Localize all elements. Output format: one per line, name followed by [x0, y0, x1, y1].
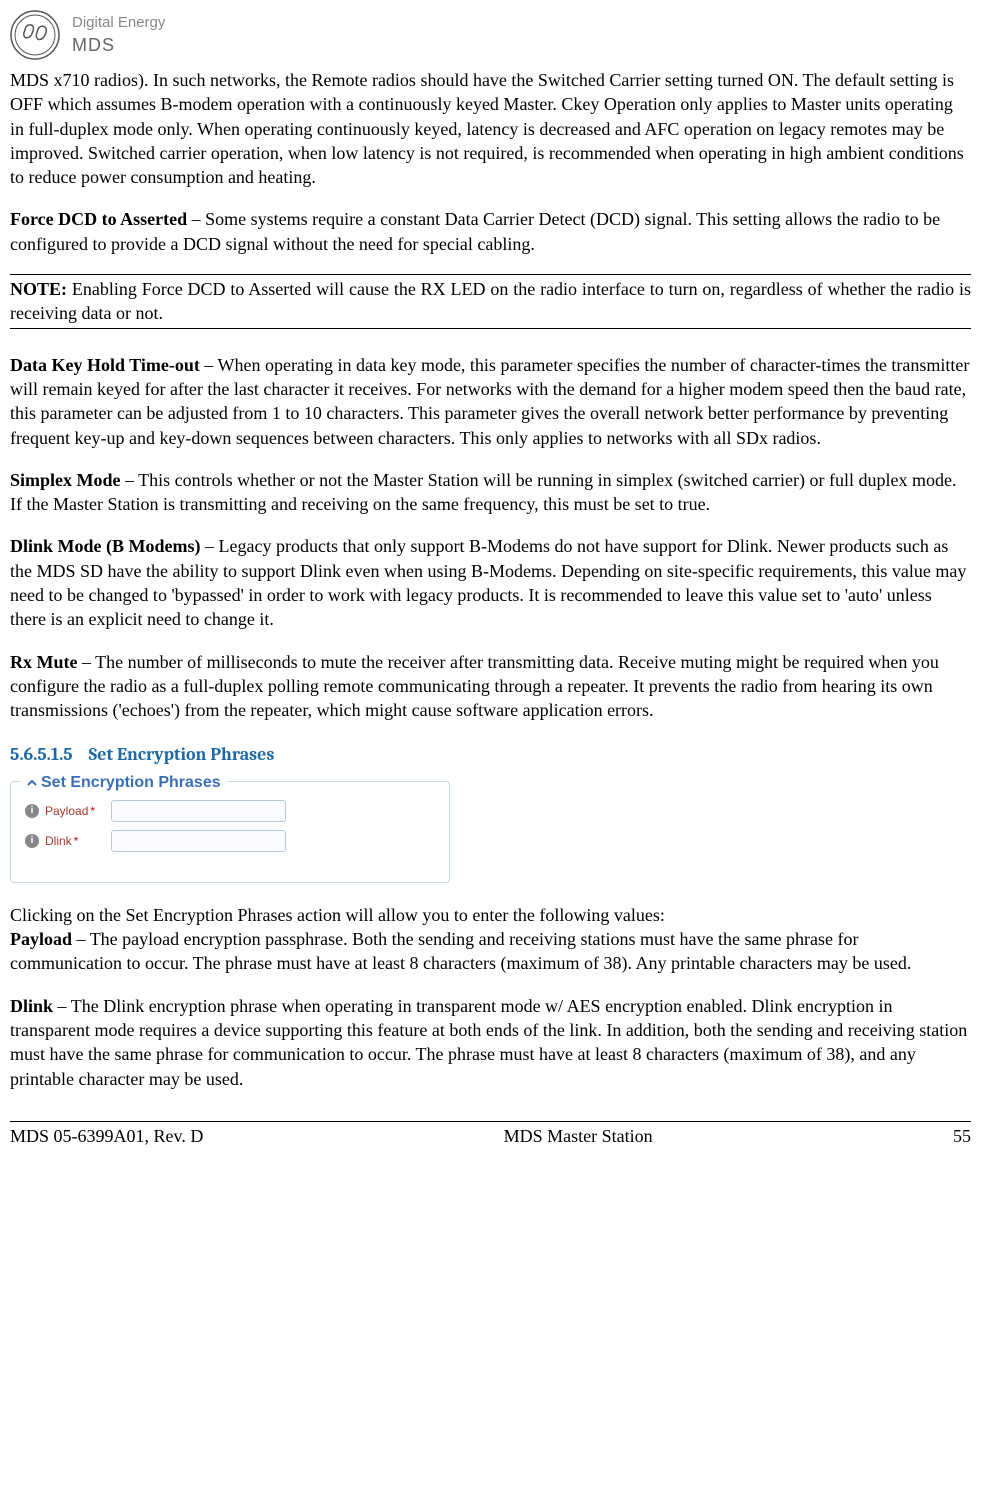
para-simplex: Simplex Mode – This controls whether or … [10, 468, 971, 517]
term-datakey: Data Key Hold Time-out [10, 355, 200, 375]
brand-line1: Digital Energy [72, 13, 165, 33]
payload-input[interactable] [111, 800, 286, 822]
text-dlink: – The Dlink encryption phrase when opera… [10, 996, 967, 1089]
collapse-chevron-icon [27, 778, 37, 788]
para-click: Clicking on the Set Encryption Phrases a… [10, 903, 971, 927]
dlink-input[interactable] [111, 830, 286, 852]
form-row-payload: i Payload* [25, 800, 435, 822]
page-footer: MDS 05-6399A01, Rev. D MDS Master Statio… [10, 1121, 971, 1148]
note-label: NOTE: [10, 279, 67, 299]
note-block: NOTE: Enabling Force DCD to Asserted wil… [10, 274, 971, 329]
para-dlink: Dlink – The Dlink encryption phrase when… [10, 994, 971, 1091]
info-icon[interactable]: i [25, 834, 39, 848]
para-datakey: Data Key Hold Time-out – When operating … [10, 353, 971, 450]
brand-line2: MDS [72, 33, 165, 57]
form-label-payload: Payload* [45, 803, 105, 819]
section-number: 5.6.5.1.5 [10, 744, 73, 765]
para-force-dcd: Force DCD to Asserted – Some systems req… [10, 207, 971, 256]
note-text: Enabling Force DCD to Asserted will caus… [10, 279, 971, 323]
required-star: * [74, 834, 79, 848]
term-simplex: Simplex Mode [10, 470, 121, 490]
text-simplex: – This controls whether or not the Maste… [10, 470, 957, 514]
label-text: Dlink [45, 834, 72, 848]
section-title: Set Encryption Phrases [89, 744, 275, 765]
term-rxmute: Rx Mute [10, 652, 77, 672]
label-text: Payload [45, 804, 88, 818]
section-heading: 5.6.5.1.5 Set Encryption Phrases [10, 743, 971, 767]
form-label-dlink: Dlink* [45, 833, 105, 849]
brand-text-block: Digital Energy MDS [72, 13, 165, 58]
ge-logo-icon [10, 10, 60, 60]
para-intro: MDS x710 radios). In such networks, the … [10, 68, 971, 189]
legend-text: Set Encryption Phrases [41, 772, 221, 794]
para-payload: Payload – The payload encryption passphr… [10, 927, 971, 976]
info-icon[interactable]: i [25, 804, 39, 818]
footer-center: MDS Master Station [504, 1124, 653, 1148]
required-star: * [90, 804, 95, 818]
footer-right: 55 [953, 1124, 971, 1148]
brand-header: Digital Energy MDS [10, 10, 971, 60]
term-force-dcd: Force DCD to Asserted [10, 209, 187, 229]
term-dlinkmode: Dlink Mode (B Modems) [10, 536, 201, 556]
term-payload: Payload [10, 929, 72, 949]
term-dlink: Dlink [10, 996, 53, 1016]
text-payload: – The payload encryption passphrase. Bot… [10, 929, 911, 973]
para-rxmute: Rx Mute – The number of milliseconds to … [10, 650, 971, 723]
fieldset-legend[interactable]: Set Encryption Phrases [21, 772, 227, 794]
encryption-fieldset: Set Encryption Phrases i Payload* i Dlin… [10, 781, 450, 883]
form-row-dlink: i Dlink* [25, 830, 435, 852]
footer-left: MDS 05-6399A01, Rev. D [10, 1124, 203, 1148]
para-dlinkmode: Dlink Mode (B Modems) – Legacy products … [10, 534, 971, 631]
text-rxmute: – The number of milliseconds to mute the… [10, 652, 939, 721]
